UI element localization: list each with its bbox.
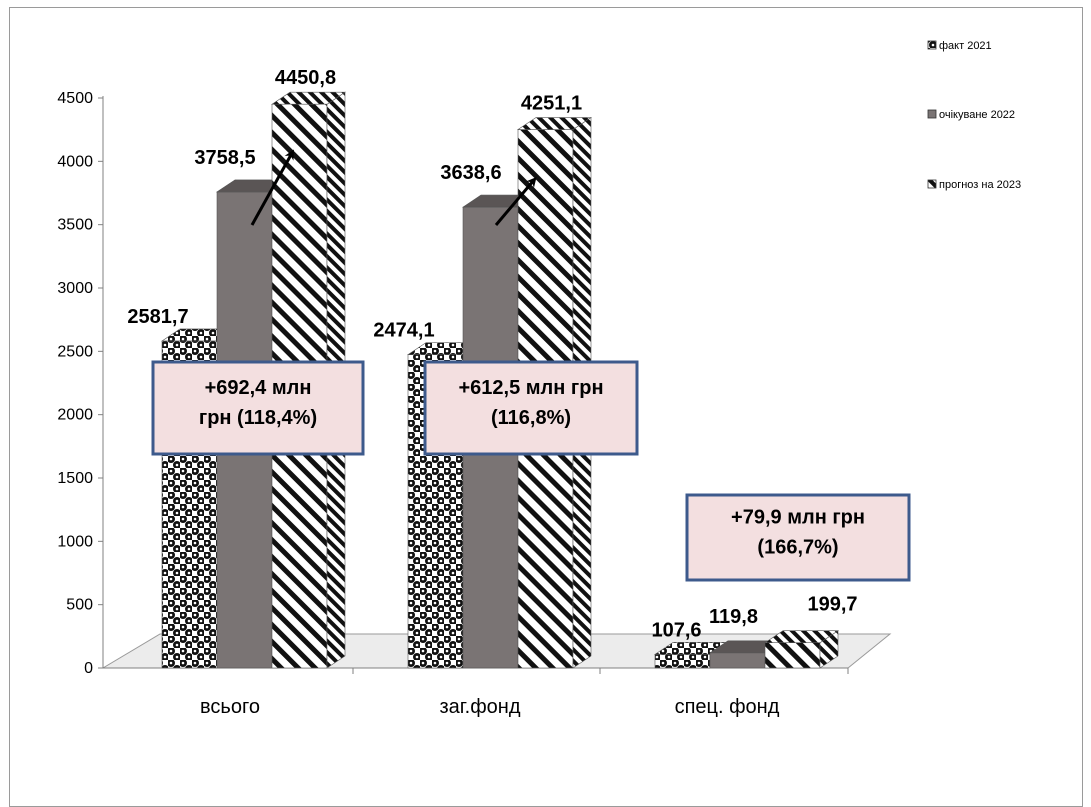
legend-item: очікуване 2022 [927, 109, 1015, 121]
y-tick-label: 4000 [57, 153, 93, 170]
category-label: всього [200, 696, 260, 718]
legend-swatch [927, 40, 937, 50]
legend-swatch [927, 179, 937, 189]
bar-top [517, 117, 592, 130]
annotation-rect [685, 493, 911, 582]
annotation-rect [151, 360, 365, 456]
data-label: 2581,7 [127, 306, 188, 328]
legend-item: прогноз на 2023 [927, 179, 1021, 191]
annotation-box: +79,9 млн грн (166,7%) [685, 493, 911, 582]
bar-top [764, 630, 839, 644]
annotation-text: (166,7%) [757, 537, 838, 559]
category-label: спец. фонд [675, 696, 780, 718]
data-label: 3638,6 [440, 162, 501, 184]
x-axis: всього заг.фонд спец. фонд [200, 696, 780, 718]
bar-front [654, 654, 711, 669]
annotation-rect [423, 360, 639, 456]
annotation-text: +612,5 млн грн [458, 377, 603, 399]
y-tick-label: 3500 [57, 217, 93, 234]
annotation-box: +692,4 млн грн (118,4%) [151, 360, 365, 456]
annotation-text: +79,9 млн грн [731, 507, 865, 529]
legend-swatch [927, 109, 937, 119]
bar-top [271, 91, 346, 105]
annotations: +692,4 млн грн (118,4%) +612,5 млн грн (116… [151, 149, 911, 582]
annotation-box: +612,5 млн грн (116,8%) [423, 360, 639, 456]
data-label: 199,7 [807, 594, 857, 616]
bar-front [764, 642, 821, 669]
chart-canvas: 0 500 1000 1500 2000 2500 3000 3500 4000 4500 258… [57, 40, 1021, 718]
y-tick-label: 2500 [57, 343, 93, 360]
data-label: 4251,1 [521, 93, 582, 115]
category-label: заг.фонд [440, 696, 521, 718]
growth-arrow [250, 149, 294, 226]
data-labels: 2581,7 3758,5 4450,8 2474,1 3638,6 4251,1 107,… [127, 67, 857, 641]
y-tick-label: 500 [66, 597, 93, 614]
y-tick-label: 3000 [57, 280, 93, 297]
annotation-text: грн (118,4%) [199, 407, 317, 429]
data-label: 107,6 [651, 619, 701, 641]
y-tick-label: 0 [84, 660, 93, 677]
y-tick-label: 1000 [57, 533, 93, 550]
annotation-text: +692,4 млн [205, 377, 312, 399]
y-tick-label: 4500 [57, 90, 93, 107]
legend-label: факт 2021 [939, 40, 992, 52]
legend: факт 2021 очікуване 2022 прогноз на 2023 [927, 40, 1021, 191]
bar-front [709, 652, 766, 669]
data-label: 4450,8 [275, 67, 336, 89]
y-tick-label: 2000 [57, 407, 93, 424]
bar [764, 630, 839, 669]
y-tick-label: 1500 [57, 470, 93, 487]
data-label: 2474,1 [373, 320, 434, 342]
legend-label: очікуване 2022 [939, 109, 1015, 121]
legend-item: факт 2021 [927, 40, 992, 52]
legend-label: прогноз на 2023 [939, 179, 1021, 191]
annotation-text: (116,8%) [491, 407, 571, 429]
bar [654, 642, 729, 669]
data-label: 119,8 [709, 606, 758, 628]
data-label: 3758,5 [194, 147, 255, 169]
growth-arrow [494, 176, 537, 226]
